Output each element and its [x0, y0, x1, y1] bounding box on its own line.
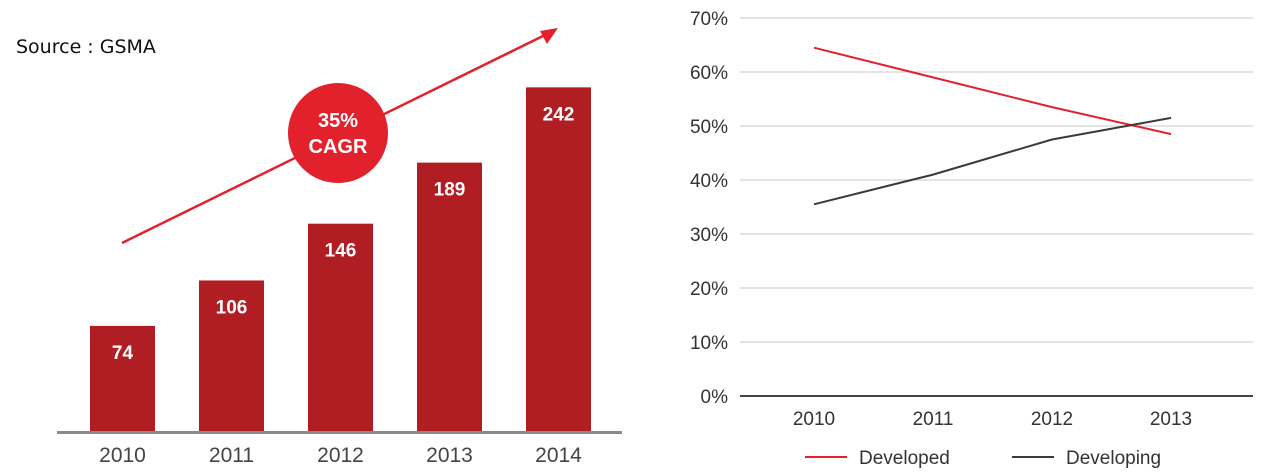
x-tick-label: 2010 — [99, 444, 146, 467]
cagr-text-label: CAGR — [309, 136, 368, 158]
bar-value-label: 74 — [112, 343, 134, 364]
y-tick-label: 40% — [690, 171, 728, 192]
x-tick-label: 2011 — [913, 409, 954, 430]
series-line-developed — [813, 46, 1172, 136]
bar-2011 — [199, 280, 264, 431]
bar-value-label: 189 — [434, 180, 466, 201]
bar-2010 — [90, 325, 155, 431]
x-tick-label: 2013 — [426, 444, 473, 467]
cagr-badge — [288, 83, 388, 183]
bar-value-label: 146 — [325, 241, 357, 262]
x-tick-label: 2013 — [1150, 409, 1192, 430]
bar-value-label: 242 — [543, 104, 575, 125]
legend-label-developed: Developed — [859, 448, 950, 469]
bar-2013 — [417, 162, 482, 431]
y-tick-label: 0% — [701, 387, 729, 408]
cagr-percent-label: 35% — [318, 110, 358, 132]
x-tick-label: 2011 — [209, 444, 254, 467]
bar-2012 — [308, 223, 373, 431]
x-tick-label: 2012 — [317, 444, 364, 467]
x-tick-label: 2014 — [535, 444, 582, 467]
series-line-developing — [813, 116, 1172, 206]
y-tick-label: 50% — [690, 117, 728, 138]
y-tick-label: 70% — [690, 9, 728, 30]
legend-label-developing: Developing — [1066, 448, 1161, 469]
x-tick-label: 2012 — [1031, 409, 1073, 430]
growth-arrow-head — [540, 28, 558, 44]
bar-2014 — [526, 87, 591, 432]
y-tick-label: 10% — [690, 333, 728, 354]
y-tick-label: 60% — [690, 63, 728, 84]
bar-value-label: 106 — [216, 297, 248, 318]
line-chart: 0% 10% 20% 30% 40% 50% 60% 70% 2010 2011 2012 2013 D… — [690, 9, 1253, 469]
x-tick-label: 2010 — [793, 409, 835, 430]
source-label: Source : GSMA — [16, 36, 156, 58]
y-tick-label: 30% — [690, 225, 728, 246]
bar-chart: 74 2010 106 2011 146 2012 189 2013 242 2014 35% CAG… — [57, 28, 622, 467]
y-tick-label: 20% — [690, 279, 728, 300]
